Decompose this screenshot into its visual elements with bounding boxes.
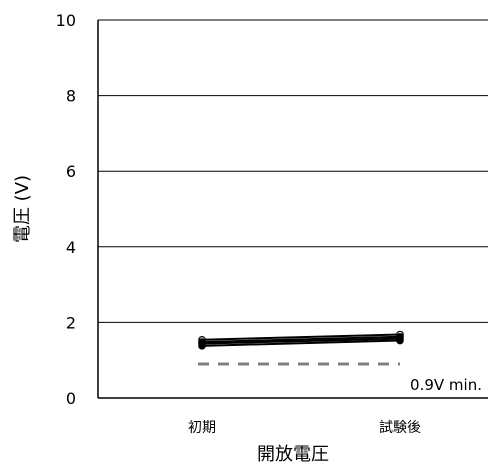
y-tick-label: 8 <box>66 87 76 106</box>
x-category-label: 初期 <box>188 419 216 436</box>
gridlines <box>98 19 488 323</box>
y-tick-label: 2 <box>66 313 76 332</box>
data-point <box>198 342 206 350</box>
y-axis-title: 電圧 (V) <box>12 175 33 243</box>
y-tick-label: 10 <box>56 11 76 30</box>
y-tick-label: 4 <box>66 238 76 257</box>
series-group <box>198 330 404 350</box>
series-line <box>201 337 401 345</box>
series-line <box>201 333 401 341</box>
data-point <box>396 336 404 345</box>
series-line <box>201 339 401 347</box>
series-line <box>201 335 401 344</box>
x-category-labels: 初期 試験後 <box>188 419 421 436</box>
y-tick-label: 0 <box>66 389 76 408</box>
y-tick-labels: 0 2 4 6 8 10 <box>56 11 76 408</box>
x-category-label: 試験後 <box>379 420 421 436</box>
x-axis-title: 開放電圧 <box>257 444 329 465</box>
threshold-label: 0.9V min. <box>410 376 482 394</box>
y-tick-label: 6 <box>66 162 76 181</box>
